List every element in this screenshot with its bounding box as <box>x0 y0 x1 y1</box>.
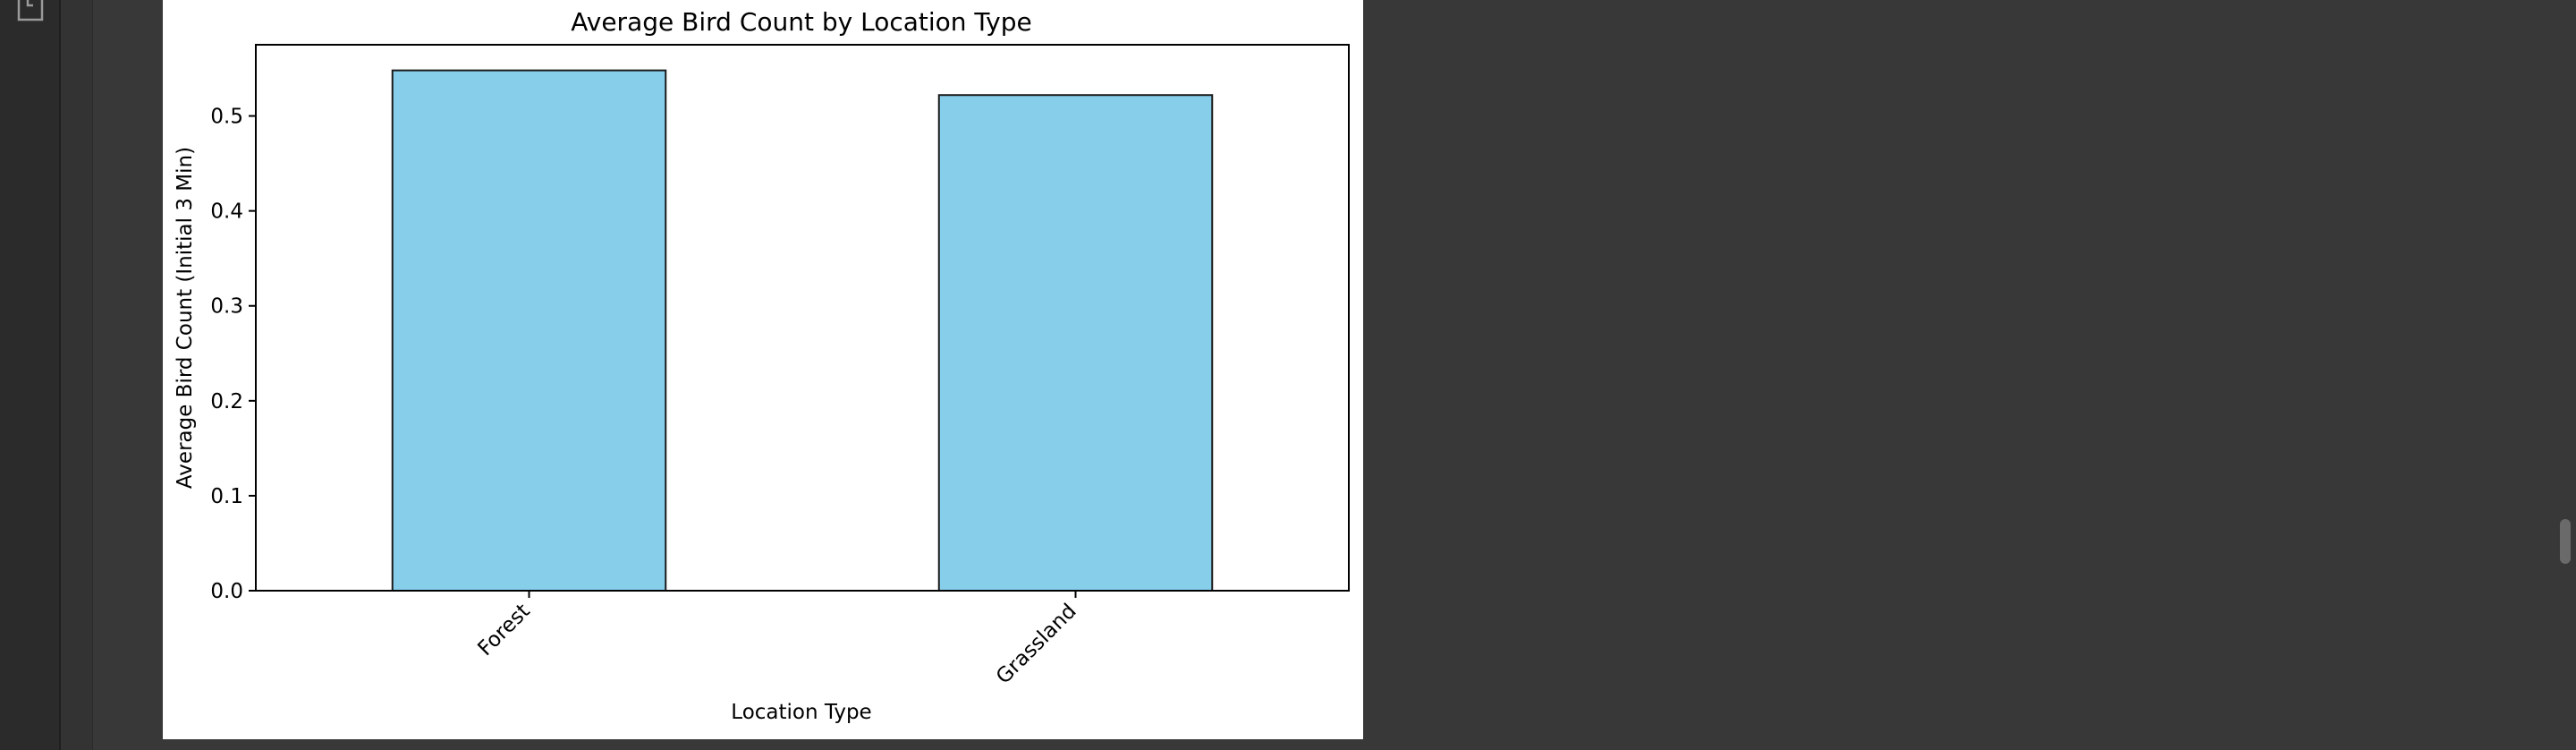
y-tick-label: 0.4 <box>210 200 243 224</box>
bars-layer <box>391 69 1214 592</box>
activity-bar <box>0 0 61 750</box>
plot-frame <box>255 44 1350 592</box>
cell-output: Average Bird Count by Location Type 0.0 0… <box>163 0 1363 739</box>
y-tick-label: 0.0 <box>210 580 243 603</box>
y-tick-label: 0.2 <box>210 390 243 413</box>
cell-gutter <box>61 0 93 750</box>
bar-forest <box>391 69 667 592</box>
x-axis-ticks: Forest Grassland <box>473 591 1081 689</box>
file-icon[interactable] <box>15 0 46 23</box>
x-tick-label: Forest <box>473 600 534 661</box>
x-tick-label: Grassland <box>992 600 1081 689</box>
y-axis-label: Average Bird Count (Initial 3 Min) <box>174 147 197 489</box>
bar-grassland <box>937 94 1214 592</box>
y-tick-label: 0.1 <box>210 485 243 508</box>
x-axis-label: Location Type <box>731 701 871 724</box>
y-tick-label: 0.5 <box>210 106 243 129</box>
y-axis-ticks: 0.0 0.1 0.2 0.3 0.4 0.5 <box>210 106 256 603</box>
y-tick-label: 0.3 <box>210 295 243 319</box>
bar-chart: Average Bird Count by Location Type 0.00… <box>174 7 1350 724</box>
chart-title: Average Bird Count by Location Type <box>571 7 1032 37</box>
vertical-scrollbar-thumb[interactable] <box>2560 519 2571 564</box>
